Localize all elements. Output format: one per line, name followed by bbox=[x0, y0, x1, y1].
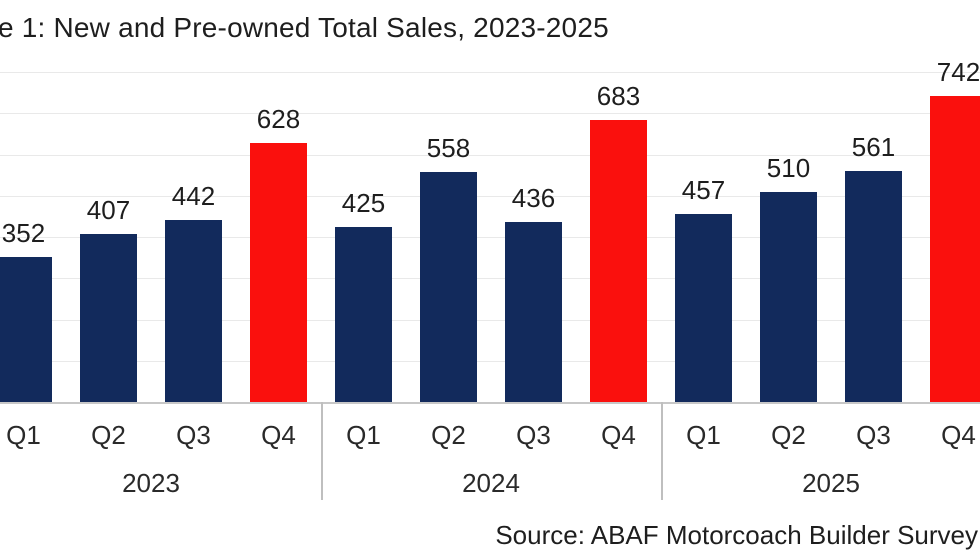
bar-2025-q1 bbox=[675, 213, 732, 402]
bar-2024-q2 bbox=[420, 171, 477, 402]
value-label-2024-q1: 425 bbox=[341, 187, 386, 218]
bar-2024-q4 bbox=[590, 120, 647, 402]
x-tick-2025-q3: Q3 bbox=[856, 420, 891, 450]
gridline-800 bbox=[0, 72, 980, 74]
value-label-2025-q4: 742 bbox=[936, 57, 980, 87]
year-divider-2024 bbox=[661, 402, 663, 500]
bar-2023-q4 bbox=[250, 143, 307, 402]
value-label-2024-q3: 436 bbox=[511, 183, 556, 214]
x-tick-2024-q3: Q3 bbox=[516, 420, 551, 450]
bar-2025-q4 bbox=[930, 96, 980, 402]
source-credit: Source: ABAF Motorcoach Builder Survey bbox=[495, 520, 978, 550]
x-tick-2025-q2: Q2 bbox=[771, 420, 806, 450]
gridline-200 bbox=[0, 319, 980, 321]
value-label-2023-q2: 407 bbox=[86, 195, 131, 226]
year-label-2024: 2024 bbox=[462, 468, 520, 498]
bar-2025-q2 bbox=[760, 191, 817, 402]
year-divider-2023 bbox=[321, 402, 323, 500]
value-label-2025-q1: 457 bbox=[681, 174, 726, 205]
value-label-2023-q3: 442 bbox=[171, 180, 216, 211]
gridline-500 bbox=[0, 195, 980, 197]
year-label-2023: 2023 bbox=[122, 468, 180, 498]
value-label-2023-q4: 628 bbox=[256, 104, 301, 134]
bar-2023-q2 bbox=[80, 234, 137, 402]
gridline-600 bbox=[0, 154, 980, 156]
x-axis-line bbox=[0, 402, 980, 404]
bar-2024-q1 bbox=[335, 226, 392, 402]
x-tick-2024-q1: Q1 bbox=[346, 420, 381, 450]
bar-2023-q1 bbox=[0, 256, 52, 402]
bar-2024-q3 bbox=[505, 222, 562, 402]
value-label-2023-q1: 352 bbox=[1, 217, 46, 248]
x-tick-2025-q4: Q4 bbox=[941, 420, 976, 450]
value-label-2025-q3: 561 bbox=[851, 131, 896, 162]
x-tick-2023-q3: Q3 bbox=[176, 420, 211, 450]
gridline-100 bbox=[0, 360, 980, 362]
chart-title: e 1: New and Pre-owned Total Sales, 2023… bbox=[0, 12, 609, 43]
x-tick-2024-q2: Q2 bbox=[431, 420, 466, 450]
x-tick-2023-q4: Q4 bbox=[261, 420, 296, 450]
value-label-2024-q4: 683 bbox=[596, 81, 641, 112]
bar-2025-q3 bbox=[845, 170, 902, 402]
gridline-300 bbox=[0, 278, 980, 280]
gridline-400 bbox=[0, 237, 980, 238]
bar-2023-q3 bbox=[165, 219, 222, 402]
x-tick-2024-q4: Q4 bbox=[601, 420, 636, 450]
value-label-2024-q2: 558 bbox=[426, 132, 471, 163]
x-tick-2025-q1: Q1 bbox=[686, 420, 721, 450]
x-tick-2023-q2: Q2 bbox=[91, 420, 126, 450]
value-label-2025-q2: 510 bbox=[766, 152, 811, 183]
x-tick-2023-q1: Q1 bbox=[6, 420, 41, 450]
gridline-700 bbox=[0, 113, 980, 115]
year-label-2025: 2025 bbox=[802, 468, 860, 498]
